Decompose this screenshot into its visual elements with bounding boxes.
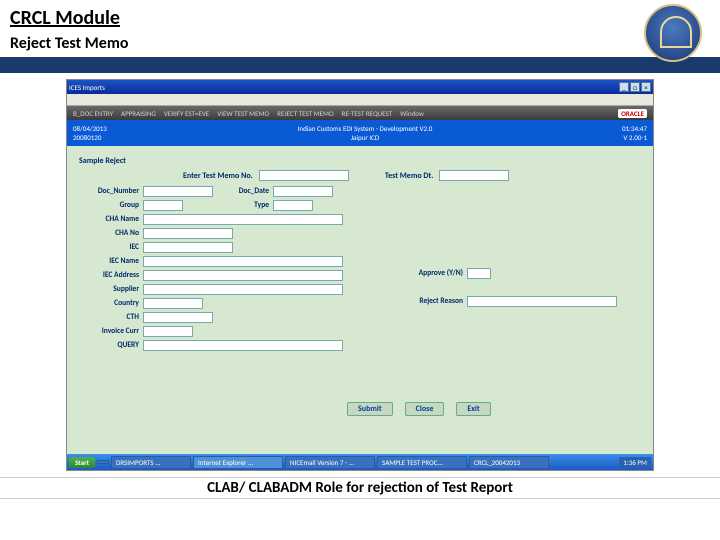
sys-version: V 2.00-1	[567, 133, 647, 142]
enter-memo-label: Enter Test Memo No.	[183, 171, 253, 181]
form-body: Sample Reject Enter Test Memo No. Test M…	[67, 146, 653, 430]
submit-button[interactable]: Submit	[347, 402, 393, 416]
test-memo-dt-input[interactable]	[439, 170, 509, 181]
taskbar-item-2[interactable]: Internet Explorer ...	[193, 456, 283, 469]
iec-name-input[interactable]	[143, 256, 343, 267]
left-fields: Doc_Number Doc_Date Group Type CHA Name …	[73, 184, 373, 352]
cha-no-input[interactable]	[143, 228, 233, 239]
section-title: Sample Reject	[79, 156, 647, 166]
sys-code: 20080120	[73, 133, 163, 142]
menubar-items: B_DOC ENTRY APPRAISING VERIFY EST=EVE VI…	[73, 109, 424, 118]
sys-time: 01:34:47	[567, 124, 647, 133]
emblem-logo	[644, 4, 702, 62]
oracle-brand: ORACLE	[618, 109, 647, 118]
lbl-type: Type	[183, 201, 273, 210]
menu-view-test-memo[interactable]: VIEW TEST MEMO	[217, 109, 269, 118]
sys-name: Indian Customs EDI System - Development …	[163, 124, 567, 133]
bottom-spacer	[67, 430, 653, 454]
lbl-invoice-curr: Invoice Curr	[73, 327, 143, 336]
lbl-cha-no: CHA No	[73, 229, 143, 238]
lbl-doc-date: Doc_Date	[213, 187, 273, 196]
lbl-cha-name: CHA Name	[73, 215, 143, 224]
quicklaunch-icon[interactable]	[97, 460, 109, 464]
sys-date: 08/04/2013	[73, 124, 163, 133]
menu-reject-test-memo[interactable]: REJECT TEST MEMO	[277, 109, 334, 118]
test-memo-dt-label: Test Memo Dt.	[385, 171, 434, 181]
button-row: Submit Close Exit	[347, 402, 491, 416]
slide-header: CRCL Module Reject Test Memo	[0, 0, 720, 59]
lbl-group: Group	[73, 201, 143, 210]
system-tray[interactable]: 1:36 PM	[619, 457, 651, 468]
group-input[interactable]	[143, 200, 183, 211]
system-header: 08/04/2013 20080120 Indian Customs EDI S…	[67, 120, 653, 146]
cth-input[interactable]	[143, 312, 213, 323]
sys-location: Jaipur ICD	[163, 133, 567, 142]
lbl-query: QUERY	[73, 341, 143, 350]
taskbar-item-3[interactable]: NICEmail Version 7 - ...	[285, 456, 375, 469]
menu-window[interactable]: Window	[400, 109, 424, 118]
iec-address-input[interactable]	[143, 270, 343, 281]
lbl-cth: CTH	[73, 313, 143, 322]
doc-date-input[interactable]	[273, 186, 333, 197]
close-icon[interactable]: ×	[641, 82, 651, 92]
app-window: ICES Imports _ □ × B_DOC ENTRY APPRAISIN…	[66, 79, 654, 471]
menu-appraising[interactable]: APPRAISING	[121, 109, 156, 118]
maximize-icon[interactable]: □	[630, 82, 640, 92]
lbl-country: Country	[73, 299, 143, 308]
invoice-curr-input[interactable]	[143, 326, 193, 337]
lbl-iec-address: IEC Address	[73, 271, 143, 280]
minimize-icon[interactable]: _	[619, 82, 629, 92]
approve-input[interactable]	[467, 268, 491, 279]
header-divider	[0, 59, 720, 73]
start-button[interactable]: Start	[69, 457, 95, 468]
right-fields: Approve (Y/N) Reject Reason	[387, 266, 627, 308]
module-title: CRCL Module	[10, 6, 710, 30]
cha-name-input[interactable]	[143, 214, 343, 225]
window-controls: _ □ ×	[619, 82, 651, 92]
lbl-iec: IEC	[73, 243, 143, 252]
window-titlebar[interactable]: ICES Imports _ □ ×	[67, 80, 653, 94]
close-button[interactable]: Close	[405, 402, 445, 416]
reject-reason-input[interactable]	[467, 296, 617, 307]
page-subtitle: Reject Test Memo	[10, 34, 710, 53]
windows-taskbar: Start DRSIMPORTS ... Internet Explorer .…	[67, 454, 653, 470]
window-title: ICES Imports	[69, 83, 105, 92]
memo-entry-row: Enter Test Memo No. Test Memo Dt.	[183, 170, 647, 181]
taskbar-item-5[interactable]: CRCL_20042013	[469, 456, 549, 469]
browser-toolbar	[67, 94, 653, 106]
query-input[interactable]	[143, 340, 343, 351]
lbl-doc-number: Doc_Number	[73, 187, 143, 196]
oracle-menubar: B_DOC ENTRY APPRAISING VERIFY EST=EVE VI…	[67, 106, 653, 120]
test-memo-no-input[interactable]	[259, 170, 349, 181]
lbl-supplier: Supplier	[73, 285, 143, 294]
country-input[interactable]	[143, 298, 203, 309]
taskbar-item-4[interactable]: SAMPLE TEST PROC...	[377, 456, 467, 469]
footer-text: CLAB/ CLABADM Role for rejection of Test…	[207, 479, 513, 497]
menu-retest-request[interactable]: RE-TEST REQUEST	[342, 109, 392, 118]
type-input[interactable]	[273, 200, 313, 211]
lbl-reject-reason: Reject Reason	[387, 297, 467, 306]
taskbar-item-1[interactable]: DRSIMPORTS ...	[111, 456, 191, 469]
doc-number-input[interactable]	[143, 186, 213, 197]
menu-verify[interactable]: VERIFY EST=EVE	[164, 109, 209, 118]
supplier-input[interactable]	[143, 284, 343, 295]
exit-button[interactable]: Exit	[456, 402, 490, 416]
menu-doc-entry[interactable]: B_DOC ENTRY	[73, 109, 113, 118]
lbl-approve: Approve (Y/N)	[387, 269, 467, 278]
iec-input[interactable]	[143, 242, 233, 253]
lbl-iec-name: IEC Name	[73, 257, 143, 266]
footer: CLAB/ CLABADM Role for rejection of Test…	[0, 477, 720, 499]
